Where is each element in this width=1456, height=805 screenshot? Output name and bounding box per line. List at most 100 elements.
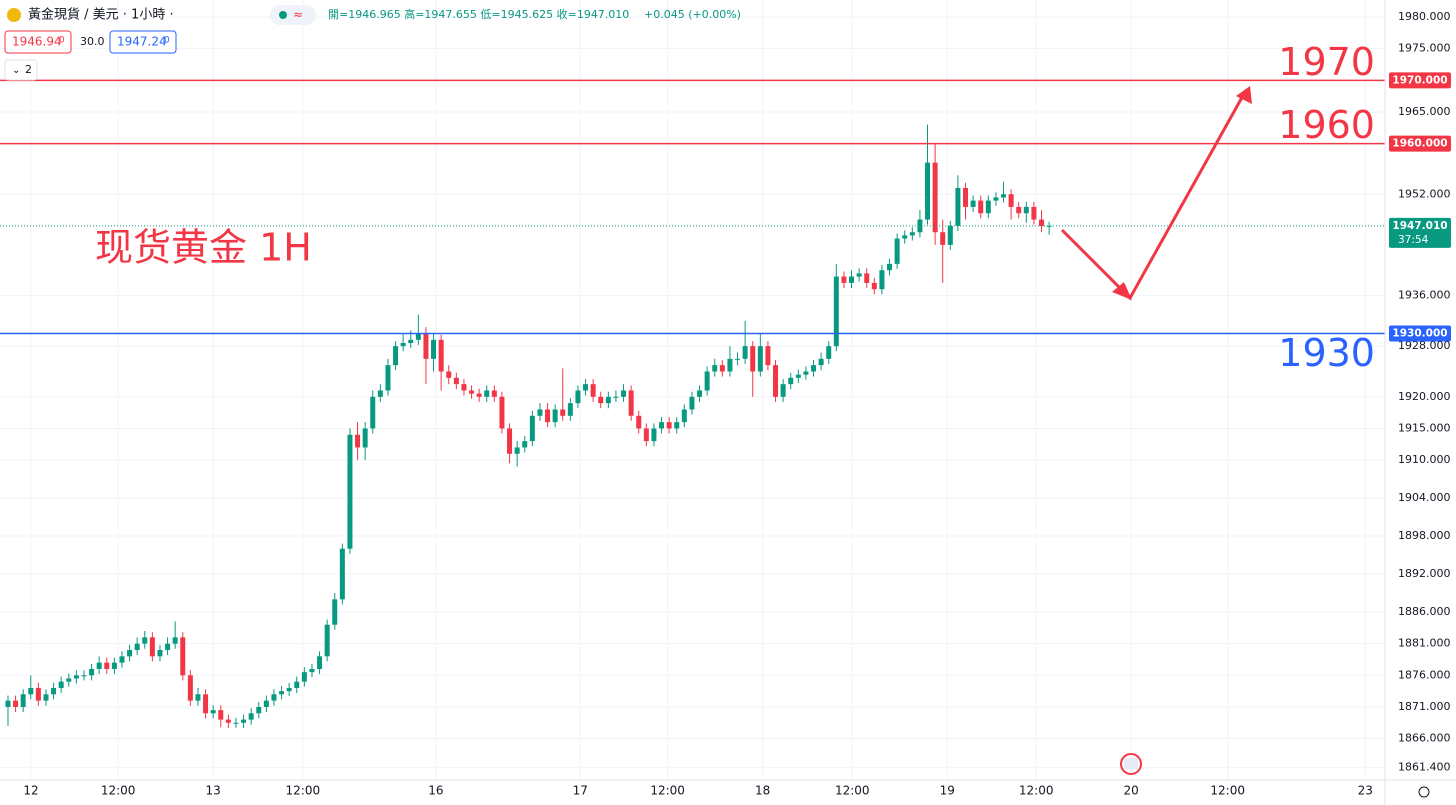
level-tag	[1389, 72, 1451, 89]
y-tick-label: 1898.000	[1398, 529, 1451, 542]
candle-body	[400, 343, 406, 347]
candle-body	[111, 662, 117, 669]
candle-body	[58, 681, 64, 688]
candle-body	[689, 396, 695, 410]
candle-body	[765, 346, 771, 366]
candle-body	[218, 710, 224, 720]
x-tick-label: 12:00	[1210, 784, 1245, 798]
level-big-label: 1930	[1278, 331, 1375, 375]
x-tick-label: 12:00	[1019, 784, 1054, 798]
candle-body	[583, 384, 589, 391]
candle-body	[370, 396, 376, 429]
candle-body	[1001, 194, 1007, 198]
candle-body	[818, 358, 824, 366]
candle-body	[157, 649, 163, 657]
buy-price-sup: 0	[164, 36, 170, 46]
status-pill[interactable]	[270, 5, 316, 25]
axes: 1980.000 1975.000 1965.000 1952.000 1936.000…	[23, 10, 1451, 798]
candle-body	[446, 371, 452, 378]
candle-body	[347, 434, 353, 549]
candle-body	[674, 422, 680, 429]
candle-body	[522, 441, 528, 448]
candle-body	[119, 656, 125, 663]
y-tick-label: 1904.000	[1398, 491, 1451, 504]
candle-body	[621, 390, 627, 397]
level-tag	[1389, 135, 1451, 152]
candle-body	[476, 393, 482, 397]
flag-icon	[1124, 758, 1138, 769]
buy-button[interactable]	[109, 30, 177, 54]
y-tick-label: 1871.000	[1398, 700, 1451, 713]
candle-body	[773, 365, 779, 397]
candle-body	[909, 232, 915, 236]
candle-body	[453, 377, 459, 385]
candle-body	[887, 263, 893, 271]
candle-body	[393, 346, 399, 366]
x-tick-label: 12:00	[286, 784, 321, 798]
candle-body	[187, 675, 193, 701]
level-tag-label: 1960.000	[1392, 138, 1447, 150]
candle-body	[263, 700, 269, 707]
candle-body	[339, 548, 345, 600]
candle-body	[499, 396, 505, 429]
candle-body	[871, 282, 877, 290]
candle-body	[575, 390, 581, 404]
y-tick-label: 1952.000	[1398, 187, 1451, 200]
arrow-head	[1112, 282, 1132, 300]
sell-price: 1946.94	[12, 35, 62, 49]
candle-body	[362, 428, 368, 448]
candle-body	[514, 447, 520, 454]
candle-body	[73, 675, 79, 679]
market-status	[279, 11, 287, 19]
y-tick-label: 1876.000	[1398, 668, 1451, 681]
symbol-icon	[7, 8, 21, 22]
candle-body	[484, 390, 490, 397]
y-tick-label: 1892.000	[1398, 567, 1451, 580]
x-tick-label: 16	[428, 784, 443, 798]
candle-body	[605, 396, 611, 404]
candle-body	[28, 687, 34, 695]
y-tick-label: 1928.000	[1398, 339, 1451, 352]
candle-body	[590, 384, 596, 397]
x-tick-label: 18	[755, 784, 770, 798]
candle-body	[5, 700, 11, 707]
y-tick-label: 1866.000	[1398, 732, 1451, 745]
y-tick-label: 1980.000	[1398, 10, 1451, 23]
candle-body	[803, 371, 809, 375]
candle-body	[51, 687, 57, 695]
candle-body	[1046, 225, 1052, 227]
candle-body	[727, 358, 733, 372]
candle-body	[142, 637, 148, 644]
candle-body	[408, 339, 414, 344]
settings-icon[interactable]	[1418, 786, 1430, 798]
y-tick-label: 1915.000	[1398, 421, 1451, 434]
y-tick-label: 1886.000	[1398, 605, 1451, 618]
collapse-button[interactable]	[4, 59, 38, 81]
candle-body	[81, 675, 87, 677]
candle-body	[560, 409, 566, 416]
x-tick-label: 12	[23, 784, 38, 798]
candle-body	[1031, 206, 1037, 220]
candle-body	[355, 434, 361, 448]
candle-body	[849, 276, 855, 283]
sell-button[interactable]	[4, 30, 72, 54]
level-tag-label: 1970.000	[1392, 74, 1447, 86]
level-big-label: 1970	[1278, 40, 1375, 84]
candle-body	[423, 333, 429, 359]
candle-body	[96, 662, 102, 669]
candle-body	[681, 409, 687, 423]
pane-count: 2	[25, 63, 32, 76]
candle-body	[469, 390, 475, 394]
candle-body	[385, 365, 391, 391]
candle-body	[491, 390, 497, 397]
candle-body	[651, 428, 657, 442]
candle-body	[757, 346, 763, 372]
candle-body	[233, 722, 239, 724]
level-tag	[1389, 325, 1451, 342]
y-tick-label: 1920.000	[1398, 390, 1451, 403]
candle-body	[172, 637, 178, 644]
candle-body	[613, 396, 619, 398]
y-tick-label: 1965.000	[1398, 105, 1451, 118]
candle-body	[438, 339, 444, 372]
candle-body	[742, 346, 748, 359]
